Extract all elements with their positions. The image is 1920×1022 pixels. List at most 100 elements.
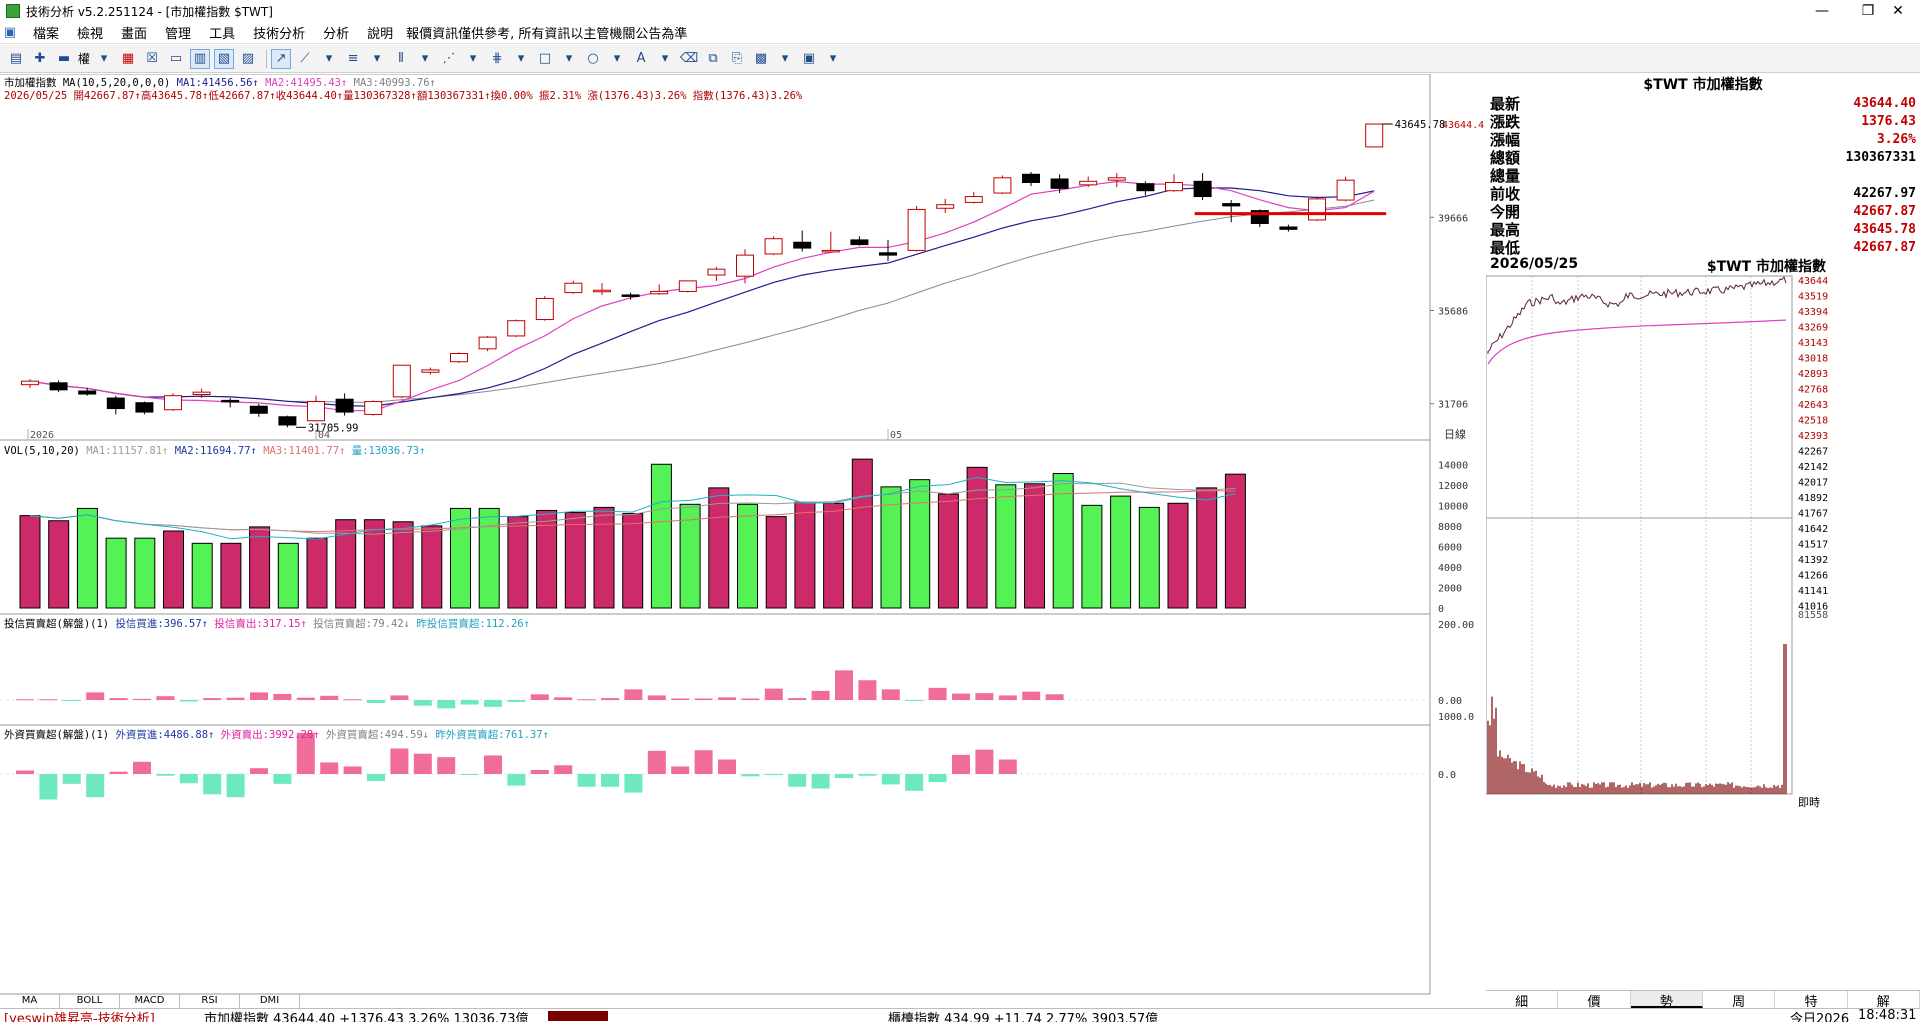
candle-body <box>1365 123 1384 148</box>
minimize-button[interactable]: — <box>1815 3 1829 19</box>
tab-dmi[interactable]: DMI <box>240 994 300 1008</box>
chart-type-bar-icon[interactable]: ▨ <box>241 51 255 66</box>
candle-body <box>1079 180 1098 186</box>
candle-body <box>1222 203 1241 207</box>
volume-bar <box>995 484 1017 609</box>
panel-icon[interactable]: ▬ <box>57 51 71 66</box>
quote-row: 今開 42667.87 <box>1490 202 1916 221</box>
chart-area[interactable]: 39666 35686 31706 43644.4 43645.78 31705.99 20… <box>0 73 1486 1008</box>
chart-type-candle-icon[interactable]: ▥ <box>190 48 211 69</box>
intraday-chart[interactable]: 43644 43519 43394 43269 43143 43018 42893 42768… <box>1486 274 1920 990</box>
chart-type-line-icon[interactable]: ▧ <box>214 48 235 69</box>
screen-icon[interactable]: ▭ <box>169 51 183 66</box>
foreign-bar <box>741 774 760 777</box>
dropdown-arrow-icon[interactable]: ▾ <box>421 51 429 66</box>
tab-analysis[interactable]: 解 <box>1848 991 1920 1010</box>
tab-detail[interactable]: 細 <box>1486 991 1559 1010</box>
volume-bar <box>765 516 787 609</box>
dropdown-arrow-icon[interactable]: ▾ <box>781 51 789 66</box>
text-tool-icon[interactable]: A <box>636 51 646 66</box>
volume-bar <box>966 466 988 609</box>
foreign-bar <box>764 774 783 776</box>
dropdown-arrow-icon[interactable]: ▾ <box>829 51 837 66</box>
crosshair-icon[interactable]: ✚ <box>34 51 46 66</box>
candle-body <box>221 399 240 403</box>
menu-file[interactable]: 檔案 <box>33 27 60 42</box>
dropdown-arrow-icon[interactable]: ▾ <box>469 51 477 66</box>
app-menu-icon[interactable]: ▣ <box>3 25 17 40</box>
tab-special[interactable]: 特 <box>1775 991 1848 1010</box>
menu-help[interactable]: 說明 <box>367 27 394 42</box>
menu-screen[interactable]: 畫面 <box>121 27 148 42</box>
candle-body <box>78 390 97 395</box>
intraday-price-tick: 42893 <box>1798 369 1828 380</box>
rectangle-tool-icon[interactable]: □ <box>538 51 552 66</box>
grid-red-icon[interactable]: ▦ <box>121 51 135 66</box>
menu-manage[interactable]: 管理 <box>165 27 192 42</box>
volume-axis-tick: 14000 <box>1438 460 1468 471</box>
volume-bar <box>1110 495 1132 609</box>
horizontal-line-icon[interactable]: ≡ <box>347 51 359 66</box>
foreign-bar <box>694 750 713 774</box>
fibonacci-icon[interactable]: ⋕ <box>491 51 503 66</box>
low-label: 31705.99 <box>308 422 359 434</box>
paste-icon[interactable]: ⎘ <box>731 51 743 66</box>
foreign-bar <box>835 774 853 779</box>
erase-icon[interactable]: ⌫ <box>679 51 699 66</box>
intraday-price-tick: 43394 <box>1798 307 1828 318</box>
cancel-box-icon[interactable]: ☒ <box>146 51 158 66</box>
candle-body <box>335 398 354 413</box>
dropdown-arrow-icon[interactable]: ▾ <box>100 51 108 66</box>
menu-analysis[interactable]: 分析 <box>323 27 350 42</box>
current-price-tag: 43644.4 <box>1442 120 1484 131</box>
tab-trend[interactable]: 勢 <box>1630 991 1703 1010</box>
maximize-button[interactable]: ❐ <box>1861 3 1875 19</box>
save-icon[interactable]: ▣ <box>802 51 816 66</box>
candle-body <box>364 401 383 415</box>
menu-view[interactable]: 檢視 <box>77 27 104 42</box>
dropdown-arrow-icon[interactable]: ▾ <box>661 51 669 66</box>
color-palette-icon[interactable]: ▩ <box>754 51 768 66</box>
candle-body <box>650 290 669 295</box>
foreign-bar <box>928 774 947 783</box>
tab-week[interactable]: 周 <box>1703 991 1776 1010</box>
draw-tool-icon[interactable]: ↗ <box>271 48 292 69</box>
candle-body <box>1336 179 1355 201</box>
intraday-price-tick: 42142 <box>1798 462 1828 473</box>
tab-rsi[interactable]: RSI <box>180 994 240 1008</box>
intraday-price-tick: 41392 <box>1798 555 1828 566</box>
fan-lines-icon[interactable]: ⋰ <box>442 51 456 66</box>
candle-body <box>707 268 726 276</box>
tab-boll[interactable]: BOLL <box>60 994 120 1008</box>
trust-axis-tick: 0.00 <box>1438 696 1462 707</box>
tab-price[interactable]: 價 <box>1558 991 1631 1010</box>
line-tool-icon[interactable]: ⟋ <box>300 51 310 66</box>
menu-tools[interactable]: 工具 <box>209 27 236 42</box>
x-label-month: 05 <box>890 430 902 441</box>
dropdown-arrow-icon[interactable]: ▾ <box>565 51 573 66</box>
dropdown-arrow-icon[interactable]: ▾ <box>325 51 333 66</box>
layout-icon[interactable]: ▤ <box>9 51 23 66</box>
dropdown-arrow-icon[interactable]: ▾ <box>373 51 381 66</box>
candle-body <box>478 336 497 350</box>
trust-bar <box>296 697 315 700</box>
copy-icon[interactable]: ⧉ <box>708 51 718 66</box>
volume-bar <box>1024 483 1045 609</box>
dropdown-arrow-icon[interactable]: ▾ <box>613 51 621 66</box>
volume-bar <box>134 537 156 609</box>
dropdown-arrow-icon[interactable]: ▾ <box>517 51 525 66</box>
toolbar-separator <box>266 49 268 68</box>
close-button[interactable]: ✕ <box>1892 3 1904 19</box>
vertical-lines-icon[interactable]: ⦀ <box>398 51 404 66</box>
tab-ma[interactable]: MA <box>0 994 60 1008</box>
volume-axis-tick: 8000 <box>1438 522 1462 533</box>
intraday-realtime-label: 即時 <box>1798 796 1820 809</box>
tab-macd[interactable]: MACD <box>120 994 180 1008</box>
ellipse-tool-icon[interactable]: ○ <box>587 51 599 66</box>
menu-technical[interactable]: 技術分析 <box>253 27 306 42</box>
weight-label[interactable]: 權 <box>78 52 91 66</box>
foreign-bar <box>811 774 830 789</box>
window-title: 技術分析 v5.2.251124 - [市加權指數 $TWT] <box>26 4 273 19</box>
volume-bar <box>191 542 213 609</box>
